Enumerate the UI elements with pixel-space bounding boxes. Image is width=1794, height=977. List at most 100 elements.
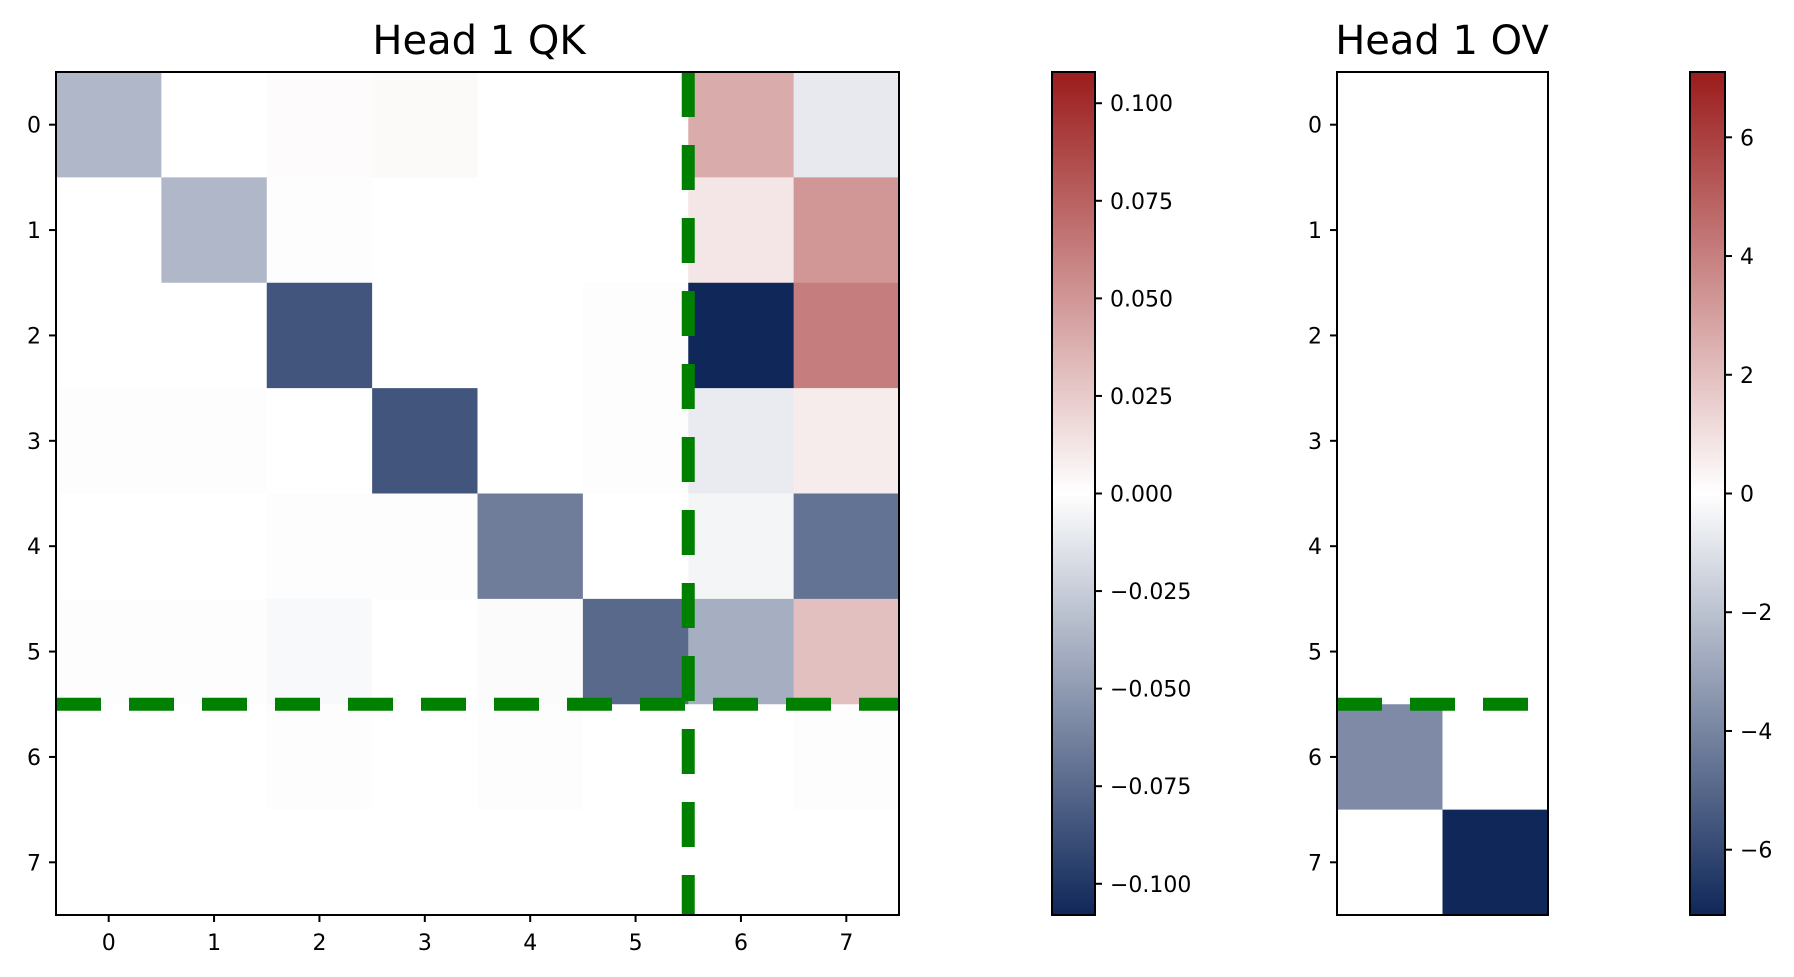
ov-y-tick-label: 1 [1308, 219, 1322, 244]
qk-cell-7-5 [582, 809, 689, 916]
qk-x-tick-label: 0 [102, 931, 116, 956]
qk-cell-6-4 [477, 704, 584, 811]
ov-colorbar-tick-label: −4 [1740, 720, 1772, 745]
qk-colorbar-ticks: 0.100 0.075 0.050 0.025 0.000 −0.025 −0.050 −0.… [1095, 92, 1191, 898]
qk-cell-5-1 [161, 598, 268, 705]
qk-colorbar-tick-label: 0.025 [1110, 385, 1173, 410]
qk-y-tick-label: 2 [27, 324, 41, 349]
ov-colorbar: 6 4 2 0 −2 −4 −6 [1689, 71, 1772, 916]
ov-cell-2-1 [1442, 282, 1549, 389]
ov-y-tick-label: 0 [1308, 114, 1322, 139]
qk-cell-3-2 [266, 388, 373, 495]
ov-cell-1-0 [1337, 177, 1444, 284]
qk-cell-4-3 [372, 493, 479, 600]
qk-x-axis: 0 1 2 3 4 5 6 7 [102, 915, 853, 956]
qk-panel: Head 1 QK 0 1 2 3 4 5 6 7 0 1 2 3 4 5 6 7 [27, 18, 900, 956]
qk-y-tick-label: 1 [27, 219, 41, 244]
ov-cells [1337, 72, 1549, 916]
qk-cell-2-2 [266, 282, 373, 389]
ov-cell-5-1 [1442, 598, 1549, 705]
ov-colorbar-gradient [1690, 72, 1725, 915]
qk-cell-2-4 [477, 282, 584, 389]
qk-y-tick-label: 4 [27, 535, 41, 560]
ov-cell-4-0 [1337, 493, 1444, 600]
ov-colorbar-tick-label: −6 [1740, 839, 1772, 864]
qk-cell-0-2 [266, 72, 373, 178]
qk-cell-1-2 [266, 177, 373, 284]
qk-cells [56, 72, 900, 916]
ov-y-tick-label: 5 [1308, 641, 1322, 666]
qk-cell-6-7 [793, 704, 900, 811]
ov-y-tick-label: 3 [1308, 430, 1322, 455]
qk-cell-0-5 [582, 72, 689, 178]
qk-cell-7-0 [56, 809, 162, 916]
ov-cell-3-1 [1442, 388, 1549, 495]
qk-y-tick-label: 3 [27, 430, 41, 455]
qk-title: Head 1 QK [372, 18, 587, 64]
qk-cell-5-0 [56, 598, 162, 705]
qk-cell-3-0 [56, 388, 162, 495]
qk-cell-6-5 [582, 704, 689, 811]
qk-cell-4-5 [582, 493, 689, 600]
qk-x-tick-label: 5 [629, 931, 643, 956]
qk-cell-3-6 [688, 388, 795, 495]
ov-cell-0-1 [1442, 72, 1549, 178]
ov-cell-2-0 [1337, 282, 1444, 389]
qk-colorbar-tick-label: −0.075 [1110, 775, 1191, 800]
ov-title: Head 1 OV [1335, 18, 1549, 64]
qk-colorbar-tick-label: −0.100 [1110, 873, 1191, 898]
qk-y-tick-label: 5 [27, 641, 41, 666]
ov-colorbar-ticks: 6 4 2 0 −2 −4 −6 [1725, 126, 1772, 864]
qk-cell-0-4 [477, 72, 584, 178]
qk-cell-4-2 [266, 493, 373, 600]
ov-colorbar-tick-label: 2 [1740, 364, 1754, 389]
qk-cell-2-3 [372, 282, 479, 389]
qk-x-tick-label: 2 [312, 931, 326, 956]
qk-cell-5-2 [266, 598, 373, 705]
qk-y-tick-label: 0 [27, 114, 41, 139]
qk-cell-0-0 [56, 72, 162, 178]
ov-colorbar-tick-label: 0 [1740, 483, 1754, 508]
qk-cell-4-6 [688, 493, 795, 600]
qk-cell-0-3 [372, 72, 479, 178]
qk-cell-2-7 [793, 282, 900, 389]
ov-cell-1-1 [1442, 177, 1549, 284]
qk-cell-3-3 [372, 388, 479, 495]
qk-cell-5-4 [477, 598, 584, 705]
qk-cell-6-6 [688, 704, 795, 811]
qk-cell-2-0 [56, 282, 162, 389]
qk-cell-2-1 [161, 282, 268, 389]
qk-cell-0-7 [793, 72, 900, 178]
qk-x-tick-label: 7 [839, 931, 853, 956]
ov-colorbar-tick-label: −2 [1740, 601, 1772, 626]
qk-cell-7-4 [477, 809, 584, 916]
qk-cell-6-2 [266, 704, 373, 811]
qk-cell-6-1 [161, 704, 268, 811]
qk-colorbar: 0.100 0.075 0.050 0.025 0.000 −0.025 −0.050 −0.… [1051, 71, 1191, 916]
qk-cell-5-6 [688, 598, 795, 705]
qk-cell-6-3 [372, 704, 479, 811]
qk-cell-5-3 [372, 598, 479, 705]
qk-cell-1-0 [56, 177, 162, 284]
ov-y-tick-label: 7 [1308, 851, 1322, 876]
ov-cell-6-1 [1442, 704, 1549, 811]
qk-cell-0-6 [688, 72, 795, 178]
ov-cell-5-0 [1337, 598, 1444, 705]
qk-cell-1-6 [688, 177, 795, 284]
qk-colorbar-tick-label: 0.050 [1110, 287, 1173, 312]
ov-cell-0-0 [1337, 72, 1444, 178]
qk-colorbar-gradient [1052, 72, 1095, 915]
ov-y-tick-label: 2 [1308, 324, 1322, 349]
qk-cell-0-1 [161, 72, 268, 178]
qk-x-tick-label: 3 [418, 931, 432, 956]
qk-cell-3-7 [793, 388, 900, 495]
qk-y-axis: 0 1 2 3 4 5 6 7 [27, 114, 56, 876]
qk-cell-3-4 [477, 388, 584, 495]
qk-cell-5-5 [582, 598, 689, 705]
ov-colorbar-tick-label: 6 [1740, 126, 1754, 151]
qk-colorbar-tick-label: −0.025 [1110, 580, 1191, 605]
qk-cell-4-7 [793, 493, 900, 600]
qk-y-tick-label: 6 [27, 746, 41, 771]
qk-colorbar-tick-label: 0.075 [1110, 190, 1173, 215]
